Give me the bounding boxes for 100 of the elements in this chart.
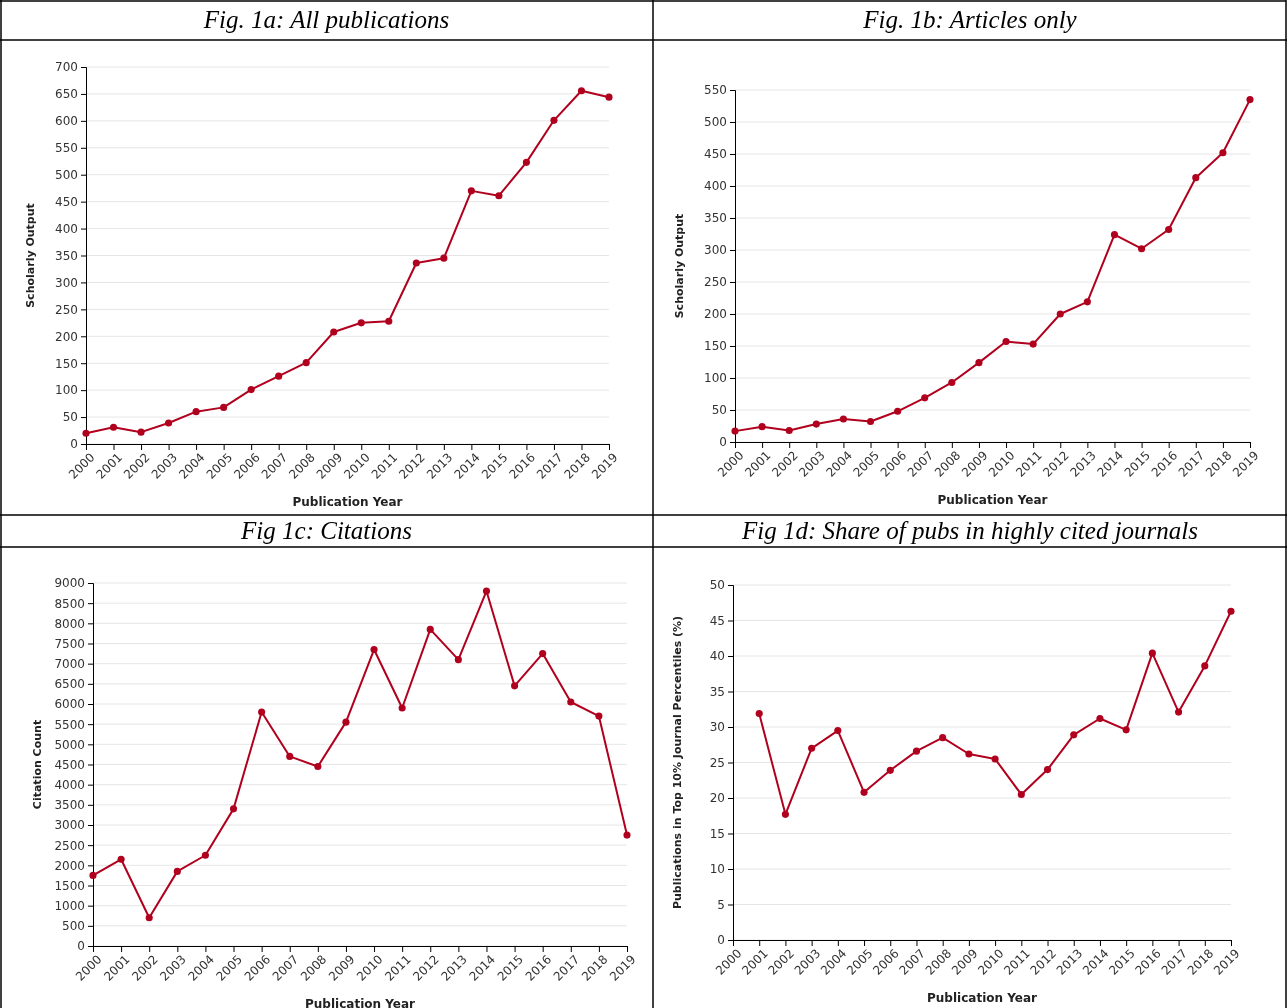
point xyxy=(385,317,393,325)
point xyxy=(482,587,491,595)
y-tick-label: 450 xyxy=(704,147,727,162)
point xyxy=(145,914,153,922)
point xyxy=(1070,731,1078,739)
point xyxy=(117,855,125,863)
x-axis-title: Publication Year xyxy=(927,991,1038,1005)
point xyxy=(605,93,613,101)
point xyxy=(785,426,793,435)
point xyxy=(975,359,983,367)
y-tick-label: 650 xyxy=(55,87,78,102)
point xyxy=(330,328,338,336)
point xyxy=(539,650,547,658)
y-tick-label: 0 xyxy=(70,437,78,452)
point xyxy=(1083,298,1091,306)
y-tick-label: 9000 xyxy=(54,576,85,591)
point xyxy=(89,871,97,879)
point xyxy=(109,423,118,431)
point xyxy=(1017,790,1025,799)
y-tick-label: 700 xyxy=(55,60,78,75)
y-tick-label: 15 xyxy=(709,826,725,841)
point xyxy=(165,419,173,427)
point xyxy=(1056,310,1064,318)
point xyxy=(623,831,631,839)
y-tick-label: 200 xyxy=(55,329,78,344)
point xyxy=(1219,149,1227,157)
y-tick-label: 50 xyxy=(709,578,725,593)
x-axis-title: Publication Year xyxy=(937,493,1048,507)
y-tick-label: 8000 xyxy=(54,616,85,631)
y-tick-label: 35 xyxy=(709,684,725,699)
point xyxy=(192,408,200,416)
y-tick-label: 50 xyxy=(62,410,78,425)
point xyxy=(1246,96,1254,104)
point xyxy=(595,712,603,720)
chart-title: Fig. 1b: Articles only xyxy=(862,6,1078,33)
y-tick-label: 50 xyxy=(711,403,727,418)
y-axis-title: Scholarly Output xyxy=(24,203,37,308)
point xyxy=(860,788,868,796)
y-tick-label: 25 xyxy=(709,755,725,770)
point xyxy=(1201,662,1209,670)
point xyxy=(275,372,283,380)
y-tick-label: 0 xyxy=(719,435,727,450)
point xyxy=(467,187,475,195)
point xyxy=(1096,714,1104,723)
point xyxy=(412,259,420,267)
y-tick-label: 45 xyxy=(709,613,725,628)
point xyxy=(201,851,209,859)
point xyxy=(258,708,266,716)
point xyxy=(286,752,294,760)
x-axis-title: Publication Year xyxy=(292,495,403,509)
point xyxy=(866,417,875,426)
y-tick-label: 7500 xyxy=(54,636,85,651)
point xyxy=(1110,231,1119,239)
point xyxy=(1002,337,1010,346)
y-tick-label: 4000 xyxy=(54,778,85,793)
y-tick-label: 150 xyxy=(55,356,78,371)
point xyxy=(921,394,929,402)
point xyxy=(894,407,902,415)
y-tick-label: 4500 xyxy=(54,757,85,772)
y-tick-label: 40 xyxy=(709,649,725,664)
point xyxy=(1175,708,1183,716)
y-tick-label: 6500 xyxy=(54,677,85,692)
point xyxy=(495,192,503,200)
y-tick-label: 300 xyxy=(704,243,727,258)
y-tick-label: 2000 xyxy=(54,858,85,873)
y-tick-label: 500 xyxy=(704,115,727,130)
y-tick-label: 600 xyxy=(55,114,78,129)
point xyxy=(839,415,847,423)
y-tick-label: 1000 xyxy=(54,899,85,914)
y-axis-title: Scholarly Output xyxy=(673,213,686,319)
y-tick-label: 5500 xyxy=(54,717,85,732)
point xyxy=(522,158,530,166)
point xyxy=(370,645,378,654)
point xyxy=(886,766,894,774)
point xyxy=(220,403,228,411)
point xyxy=(939,734,947,742)
point xyxy=(1148,649,1156,657)
y-tick-label: 6000 xyxy=(54,697,85,712)
point xyxy=(398,704,406,712)
point xyxy=(577,87,586,95)
y-tick-label: 100 xyxy=(55,383,78,398)
point xyxy=(912,747,921,755)
y-tick-label: 0 xyxy=(717,933,725,948)
point xyxy=(812,420,820,428)
point xyxy=(1138,245,1146,253)
chart-title: Fig. 1a: All publications xyxy=(202,6,450,33)
point xyxy=(808,744,816,752)
point xyxy=(229,805,238,813)
chart-title: Fig 1d: Share of pubs in highly cited journals xyxy=(741,517,1198,544)
y-tick-label: 5 xyxy=(717,897,725,912)
y-tick-label: 8500 xyxy=(54,596,85,611)
y-tick-label: 3500 xyxy=(54,798,85,813)
y-axis-title: Citation Count xyxy=(31,719,44,810)
y-tick-label: 7000 xyxy=(54,657,85,672)
y-tick-label: 450 xyxy=(55,194,78,209)
y-tick-label: 350 xyxy=(704,211,727,226)
y-tick-label: 200 xyxy=(704,307,727,322)
y-axis-title: Publications in Top 10% Journal Percentiles (%) xyxy=(671,615,684,910)
point xyxy=(247,386,255,394)
point xyxy=(314,762,322,771)
